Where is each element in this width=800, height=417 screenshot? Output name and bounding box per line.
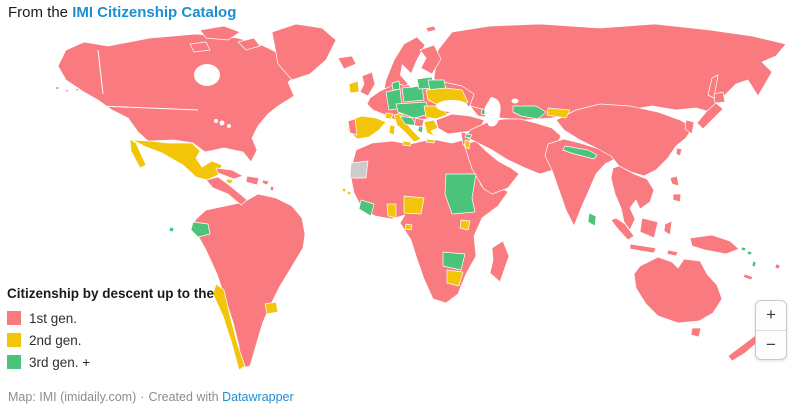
region-philippines[interactable]: [669, 175, 682, 203]
region-united-kingdom[interactable]: [359, 71, 376, 97]
region-canada-arctic[interactable]: [189, 25, 261, 53]
footer-source: Map: IMI (imidaily.com): [8, 390, 137, 404]
region-switzerland[interactable]: [384, 112, 394, 120]
caspian-sea: [484, 97, 501, 127]
region-tasmania[interactable]: [690, 327, 702, 338]
region-ireland[interactable]: [348, 80, 360, 94]
region-indochina[interactable]: [610, 165, 655, 231]
region-sakhalin[interactable]: [707, 74, 719, 99]
black-sea: [436, 100, 468, 112]
region-chile[interactable]: [212, 283, 246, 371]
region-fiji[interactable]: [774, 263, 781, 270]
region-nigeria[interactable]: [403, 195, 425, 215]
region-guinea-sierra-leone[interactable]: [358, 199, 375, 217]
footer-datawrapper-link[interactable]: Datawrapper: [222, 390, 294, 404]
footer-separator: ·: [140, 390, 145, 404]
header-link[interactable]: IMI Citizenship Catalog: [72, 4, 237, 21]
alaska-border-line: [97, 49, 104, 95]
legend-item-1st-gen: 1st gen.: [7, 307, 214, 329]
region-uganda[interactable]: [459, 219, 471, 231]
legend-swatch-3rd-gen: [7, 355, 21, 369]
legend-label-2nd-gen: 2nd gen.: [29, 332, 82, 348]
region-china[interactable]: [555, 103, 694, 177]
region-sri-lanka[interactable]: [587, 212, 597, 227]
great-lakes: [214, 119, 218, 123]
footer-created-with: Created with: [148, 390, 219, 404]
region-jamaica[interactable]: [225, 178, 234, 185]
region-poland[interactable]: [401, 85, 425, 103]
region-caribbean-islands[interactable]: [245, 175, 275, 192]
region-ecuador[interactable]: [190, 221, 211, 238]
region-indonesia[interactable]: [610, 217, 679, 257]
footer: Map: IMI (imidaily.com) · Created with Dat…: [8, 390, 294, 404]
region-zambia[interactable]: [442, 251, 466, 271]
legend-label-3rd-gen: 3rd gen. +: [29, 354, 91, 370]
hudson-bay: [194, 64, 220, 86]
aral-sea: [511, 98, 519, 104]
zoom-in-button[interactable]: +: [756, 301, 786, 331]
region-israel[interactable]: [464, 139, 471, 150]
region-north-america[interactable]: [57, 33, 303, 163]
zoom-out-button[interactable]: −: [756, 331, 786, 360]
region-galapagos-islands[interactable]: [168, 226, 175, 233]
baltic-sea: [400, 64, 419, 88]
region-portugal[interactable]: [347, 118, 358, 136]
region-new-caledonia[interactable]: [742, 273, 754, 281]
region-japan[interactable]: [696, 91, 726, 130]
legend-item-2nd-gen: 2nd gen.: [7, 329, 214, 351]
header: From the IMI Citizenship Catalog: [8, 4, 236, 21]
great-lakes: [227, 124, 231, 128]
us-canada-border-line: [97, 105, 199, 111]
region-korea[interactable]: [684, 119, 695, 135]
legend-label-1st-gen: 1st gen.: [29, 310, 78, 326]
region-nepal[interactable]: [562, 145, 598, 160]
region-zimbabwe[interactable]: [446, 269, 464, 287]
map-zoom-controls: + −: [755, 300, 787, 360]
region-kyrgyzstan[interactable]: [546, 107, 571, 119]
region-iceland[interactable]: [337, 55, 357, 70]
region-uruguay[interactable]: [264, 301, 279, 315]
header-prefix: From the: [8, 4, 73, 21]
region-cuba[interactable]: [215, 167, 244, 180]
region-arabia[interactable]: [463, 140, 520, 195]
region-denmark[interactable]: [391, 80, 401, 91]
region-finland[interactable]: [419, 44, 442, 75]
world-map: [55, 23, 787, 371]
region-greenland[interactable]: [271, 23, 337, 81]
great-lakes: [219, 120, 225, 126]
region-central-europe[interactable]: [395, 101, 431, 119]
legend-swatch-2nd-gen: [7, 333, 21, 347]
region-cape-verde[interactable]: [341, 187, 352, 196]
region-south-america[interactable]: [194, 193, 306, 369]
region-ghana[interactable]: [386, 203, 397, 219]
region-greece[interactable]: [423, 119, 439, 144]
region-new-guinea[interactable]: [689, 234, 740, 255]
region-cyprus[interactable]: [464, 133, 473, 139]
region-sudan-south-sudan[interactable]: [444, 173, 477, 215]
legend-title: Citizenship by descent up to the: [7, 286, 215, 301]
legend-item-3rd-gen: 3rd gen. +: [7, 351, 214, 373]
map-regions: [55, 23, 787, 371]
region-solomon-islands[interactable]: [740, 246, 753, 256]
region-taiwan[interactable]: [675, 147, 683, 157]
region-western-sahara[interactable]: [349, 160, 369, 179]
region-india[interactable]: [544, 138, 618, 227]
legend-swatch-1st-gen: [7, 311, 21, 325]
region-albania[interactable]: [417, 125, 424, 134]
region-equatorial-guinea[interactable]: [404, 223, 413, 231]
region-vanuatu[interactable]: [751, 260, 757, 268]
region-australia[interactable]: [633, 256, 723, 324]
region-aleutian-islands[interactable]: [55, 85, 81, 93]
region-svalbard[interactable]: [425, 25, 437, 33]
region-mexico[interactable]: [129, 138, 223, 181]
region-central-america[interactable]: [205, 176, 248, 206]
region-uzbekistan[interactable]: [512, 105, 547, 120]
region-madagascar[interactable]: [489, 240, 510, 283]
legend: Citizenship by descent up to the 1st gen…: [7, 286, 214, 373]
